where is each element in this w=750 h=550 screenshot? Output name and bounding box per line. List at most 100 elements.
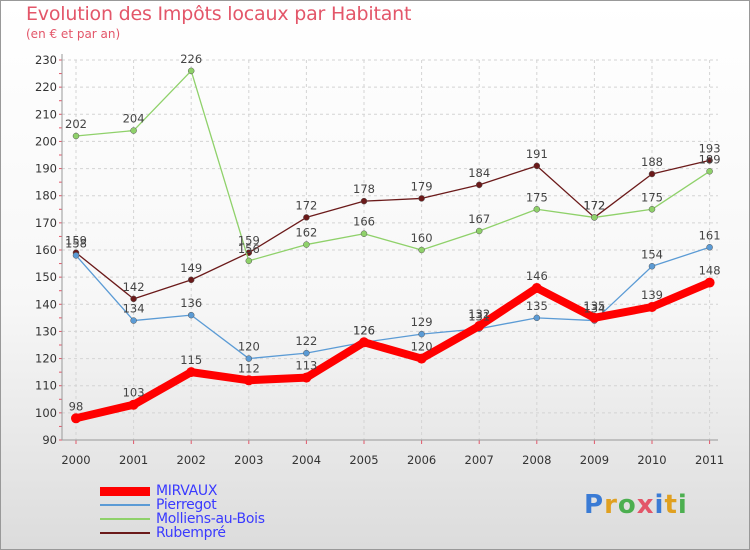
data-label: 159 bbox=[238, 234, 260, 248]
data-label: 113 bbox=[295, 359, 317, 373]
chart-data-labels: 98 103 115 112 113 126 120 132 146 135 139 148 158 13… bbox=[65, 52, 721, 413]
data-label: 135 bbox=[526, 299, 548, 313]
data-label: 204 bbox=[123, 112, 145, 126]
legend-item: MIRVAUX bbox=[100, 484, 265, 498]
data-point bbox=[591, 214, 598, 221]
data-label: 161 bbox=[699, 228, 721, 242]
data-label: 120 bbox=[411, 340, 433, 354]
x-tick-label: 2010 bbox=[637, 453, 666, 467]
data-point bbox=[706, 244, 713, 251]
data-label: 156 bbox=[238, 242, 260, 256]
proxiti-logo: Proxiti bbox=[584, 490, 688, 520]
legend-item: Pierregot bbox=[100, 498, 265, 512]
data-label: 149 bbox=[180, 261, 202, 275]
y-tick-label: 120 bbox=[35, 352, 57, 366]
data-point bbox=[648, 170, 656, 178]
data-point bbox=[648, 263, 656, 270]
x-tick-label: 2006 bbox=[407, 453, 436, 467]
data-point bbox=[648, 206, 656, 213]
chart-legend: MIRVAUX Pierregot Molliens-au-Bois Rubem… bbox=[100, 484, 265, 540]
data-label: 132 bbox=[468, 307, 490, 321]
data-point bbox=[245, 257, 253, 265]
series-line-2 bbox=[75, 70, 711, 262]
data-label: 126 bbox=[353, 323, 375, 337]
data-label: 184 bbox=[468, 166, 490, 180]
data-point bbox=[187, 67, 195, 75]
legend-swatch-molliens bbox=[100, 518, 150, 520]
y-tick-label: 230 bbox=[35, 53, 57, 67]
legend-label: Molliens-au-Bois bbox=[156, 511, 265, 527]
data-label: 136 bbox=[180, 296, 202, 310]
legend-label: Rubempré bbox=[156, 525, 226, 541]
chart-subtitle: (en € et par an) bbox=[26, 27, 121, 41]
data-label: 179 bbox=[411, 179, 433, 193]
data-label: 226 bbox=[180, 52, 202, 66]
data-point bbox=[130, 317, 137, 324]
data-point bbox=[128, 399, 139, 410]
data-point bbox=[186, 367, 197, 378]
series-line-3 bbox=[75, 159, 711, 300]
series-line-1 bbox=[75, 246, 711, 360]
data-label: 154 bbox=[641, 247, 663, 261]
y-tick-label: 200 bbox=[35, 134, 57, 148]
y-tick-label: 160 bbox=[35, 243, 57, 257]
data-label: 98 bbox=[69, 399, 84, 413]
logo-letter: i bbox=[654, 490, 665, 520]
y-tick-label: 150 bbox=[35, 270, 57, 284]
data-label: 148 bbox=[699, 264, 721, 278]
y-tick-label: 190 bbox=[35, 162, 57, 176]
y-tick-label: 220 bbox=[35, 80, 57, 94]
x-tick-label: 2008 bbox=[522, 453, 551, 467]
y-tick-label: 180 bbox=[35, 189, 57, 203]
data-label: 103 bbox=[123, 386, 145, 400]
x-tick-label: 2000 bbox=[61, 453, 90, 467]
data-point bbox=[187, 311, 195, 319]
data-point bbox=[418, 330, 425, 338]
chart-axes: 90 100 110 120 130 140 150 160 170 180 190 200 210 22… bbox=[35, 53, 724, 467]
data-point bbox=[187, 276, 195, 284]
data-point bbox=[359, 337, 369, 348]
data-label: 129 bbox=[411, 315, 433, 329]
data-label: 146 bbox=[526, 269, 548, 283]
x-tick-label: 2002 bbox=[177, 453, 206, 467]
data-label: 162 bbox=[295, 226, 317, 240]
data-point bbox=[475, 181, 483, 189]
legend-swatch-mirvaux bbox=[100, 486, 150, 496]
data-label: 167 bbox=[468, 212, 490, 226]
data-label: 122 bbox=[295, 334, 317, 348]
legend-item: Rubempré bbox=[100, 526, 265, 540]
y-tick-label: 170 bbox=[35, 216, 57, 230]
logo-letter: t bbox=[664, 490, 678, 520]
data-point bbox=[303, 349, 310, 357]
data-point bbox=[418, 246, 425, 254]
y-tick-label: 110 bbox=[35, 379, 57, 393]
legend-swatch-pierregot bbox=[100, 504, 150, 506]
data-label: 160 bbox=[411, 231, 433, 245]
data-point bbox=[72, 252, 80, 259]
y-tick-label: 210 bbox=[35, 107, 57, 121]
x-tick-label: 2011 bbox=[695, 453, 724, 467]
data-point bbox=[647, 302, 657, 312]
data-point bbox=[531, 283, 542, 293]
data-point bbox=[704, 277, 715, 288]
legend-item: Molliens-au-Bois bbox=[100, 512, 265, 526]
series-line-0 bbox=[72, 278, 714, 423]
data-point bbox=[706, 157, 713, 164]
data-label: 178 bbox=[353, 182, 375, 196]
x-tick-label: 2005 bbox=[349, 453, 378, 467]
data-point bbox=[72, 132, 80, 140]
y-tick-label: 90 bbox=[42, 433, 57, 447]
y-tick-label: 140 bbox=[35, 297, 57, 311]
data-point bbox=[301, 372, 312, 383]
data-label: 134 bbox=[583, 302, 605, 316]
x-tick-label: 2003 bbox=[234, 453, 263, 467]
data-point bbox=[474, 321, 485, 331]
data-label: 126 bbox=[353, 323, 375, 337]
data-point bbox=[589, 312, 600, 323]
data-point bbox=[130, 127, 137, 134]
chart-title: Evolution des Impôts locaux par Habitant bbox=[26, 3, 412, 25]
data-label: 193 bbox=[699, 141, 721, 155]
data-point bbox=[245, 355, 253, 362]
data-point bbox=[533, 206, 541, 213]
